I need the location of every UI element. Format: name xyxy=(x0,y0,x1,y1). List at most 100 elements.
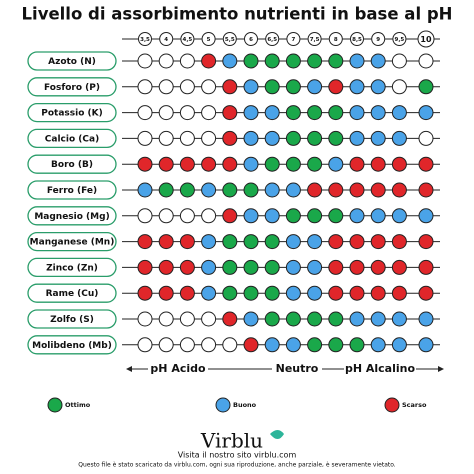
ph-label: 3,5 xyxy=(140,37,150,43)
nutrient-pill xyxy=(27,128,117,149)
nutrient-pill xyxy=(27,309,117,329)
rating-dot xyxy=(370,208,386,224)
rating-dot xyxy=(307,53,323,69)
rating-dot xyxy=(391,79,407,95)
ph-label: 9,5 xyxy=(395,37,405,43)
rating-dot xyxy=(264,311,280,327)
rating-dot xyxy=(179,337,195,353)
neutral-label: Neutro xyxy=(276,362,319,375)
rating-dot xyxy=(179,156,195,172)
rating-dot xyxy=(158,53,174,69)
rating-dot xyxy=(158,259,174,275)
ph-label: 7,5 xyxy=(310,37,320,43)
rating-dot xyxy=(201,156,217,172)
ph-label: 5,5 xyxy=(225,37,235,43)
nutrient-pill xyxy=(27,154,117,174)
label-bg xyxy=(272,361,322,377)
rating-dot xyxy=(137,130,153,146)
rating-dot xyxy=(328,53,344,69)
brand-icon xyxy=(270,430,284,439)
rating-dot xyxy=(158,79,174,95)
label-bg xyxy=(148,361,208,377)
rating-dot xyxy=(201,79,217,95)
rating-dot xyxy=(158,234,174,250)
rating-dot xyxy=(328,259,344,275)
nutrient-name: Azoto (N) xyxy=(48,57,96,67)
rating-dot xyxy=(307,208,323,224)
rating-dot xyxy=(370,182,386,198)
nutrient-pill xyxy=(27,102,117,123)
rating-dot xyxy=(370,311,386,327)
rating-dot xyxy=(179,285,195,301)
acid-label: pH Acido xyxy=(150,362,206,375)
rating-dot xyxy=(328,130,344,146)
rating-dot xyxy=(222,311,238,327)
rating-dot xyxy=(179,79,195,95)
rating-dot xyxy=(391,311,407,327)
ph-label: 9 xyxy=(376,37,380,43)
rating-dot xyxy=(418,105,434,121)
rating-dot xyxy=(179,53,195,69)
rating-dot xyxy=(264,53,280,69)
nutrient-name: Calcio (Ca) xyxy=(45,134,99,144)
rating-dot xyxy=(370,105,386,121)
rating-dot xyxy=(243,285,259,301)
rating-dot xyxy=(307,156,323,172)
rating-dot xyxy=(285,208,301,224)
rating-dot xyxy=(285,337,301,353)
ph-label: 8 xyxy=(334,37,338,43)
rating-dot xyxy=(307,182,323,198)
rating-dot xyxy=(158,311,174,327)
rating-dot xyxy=(179,105,195,121)
rating-dot xyxy=(285,79,301,95)
rating-dot xyxy=(201,208,217,224)
brand: Virblu xyxy=(200,429,263,453)
rating-dot xyxy=(418,208,434,224)
arrow-left xyxy=(126,366,132,372)
rating-dot xyxy=(243,208,259,224)
nutrient-name: Zinco (Zn) xyxy=(46,263,98,273)
rating-dot xyxy=(137,105,153,121)
rating-dot xyxy=(264,337,280,353)
rating-dot xyxy=(307,130,323,146)
rating-dot xyxy=(264,259,280,275)
rating-dot xyxy=(179,182,195,198)
rating-dot xyxy=(158,130,174,146)
nutrient-pill xyxy=(27,335,117,355)
rating-dot xyxy=(222,208,238,224)
nutrient-name: Manganese (Mn) xyxy=(30,238,115,248)
rating-dot xyxy=(137,285,153,301)
legend-dot xyxy=(215,397,231,413)
rating-dot xyxy=(418,337,434,353)
rating-dot xyxy=(349,259,365,275)
rating-dot xyxy=(370,79,386,95)
rating-dot xyxy=(243,156,259,172)
ph-circle xyxy=(159,32,174,46)
rating-dot xyxy=(285,53,301,69)
rating-dot xyxy=(391,337,407,353)
disclaimer: Questo file è stato scaricato da virblu.… xyxy=(78,462,396,469)
rating-dot xyxy=(201,337,217,353)
rating-dot xyxy=(307,285,323,301)
rating-dot xyxy=(222,53,238,69)
rating-dot xyxy=(179,208,195,224)
rating-dot xyxy=(158,105,174,121)
rating-dot xyxy=(243,79,259,95)
rating-dot xyxy=(222,337,238,353)
rating-dot xyxy=(243,105,259,121)
rating-dot xyxy=(137,259,153,275)
rating-dot xyxy=(264,234,280,250)
alkaline-label: pH Alcalino xyxy=(345,362,416,375)
rating-dot xyxy=(418,285,434,301)
rating-dot xyxy=(137,208,153,224)
rating-dot xyxy=(391,156,407,172)
rating-dot xyxy=(264,156,280,172)
rating-dot xyxy=(222,285,238,301)
rating-dot xyxy=(328,105,344,121)
ph-circle xyxy=(286,32,301,46)
rating-dot xyxy=(137,156,153,172)
rating-dot xyxy=(243,234,259,250)
rating-dot xyxy=(328,156,344,172)
ph-circle xyxy=(371,32,386,46)
rating-dot xyxy=(137,79,153,95)
